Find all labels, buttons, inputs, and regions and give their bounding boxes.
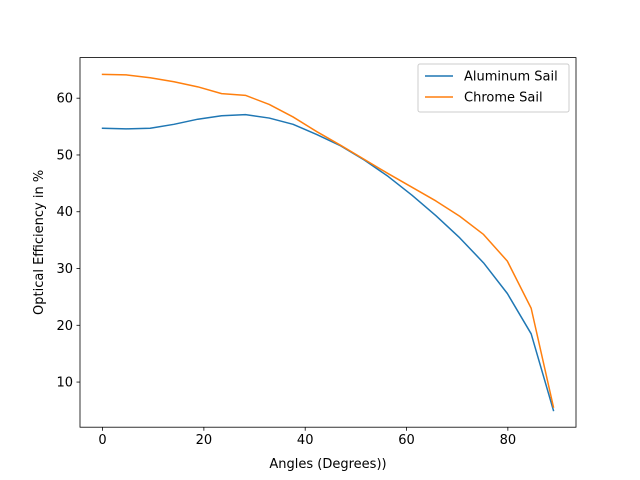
- legend-box: [417, 63, 570, 113]
- y-tick-label: 60: [56, 92, 73, 107]
- x-axis-label: Angles (Degrees)): [269, 457, 386, 472]
- y-axis: 10 20 30 40 50 60: [56, 92, 80, 391]
- legend: Aluminum Sail Chrome Sail: [417, 63, 570, 113]
- y-tick-label: 10: [56, 376, 73, 391]
- y-tick-label: 50: [56, 148, 73, 163]
- x-tick-label: 20: [196, 433, 213, 448]
- x-tick-label: 60: [398, 433, 415, 448]
- series-line-aluminum-sail: [101, 113, 555, 412]
- x-tick-label: 80: [500, 433, 517, 448]
- series-layer: [101, 73, 555, 412]
- plot-frame: [79, 57, 577, 428]
- series-line-chrome-sail: [101, 73, 555, 408]
- x-tick-label: 0: [98, 433, 106, 448]
- x-tick-label: 40: [297, 433, 314, 448]
- y-axis-label: Optical Efficiency in %: [32, 170, 47, 315]
- y-tick-label: 30: [56, 262, 73, 277]
- y-tick-label: 20: [56, 319, 73, 334]
- y-tick-label: 40: [56, 205, 73, 220]
- legend-label-chrome-sail: Chrome Sail: [464, 91, 543, 106]
- legend-label-aluminum-sail: Aluminum Sail: [464, 70, 558, 85]
- x-axis: 0 20 40 60 80: [98, 427, 516, 448]
